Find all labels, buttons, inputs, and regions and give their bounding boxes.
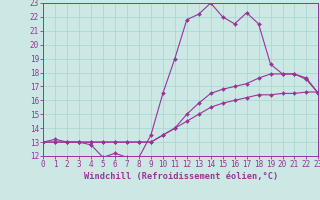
X-axis label: Windchill (Refroidissement éolien,°C): Windchill (Refroidissement éolien,°C): [84, 172, 278, 181]
